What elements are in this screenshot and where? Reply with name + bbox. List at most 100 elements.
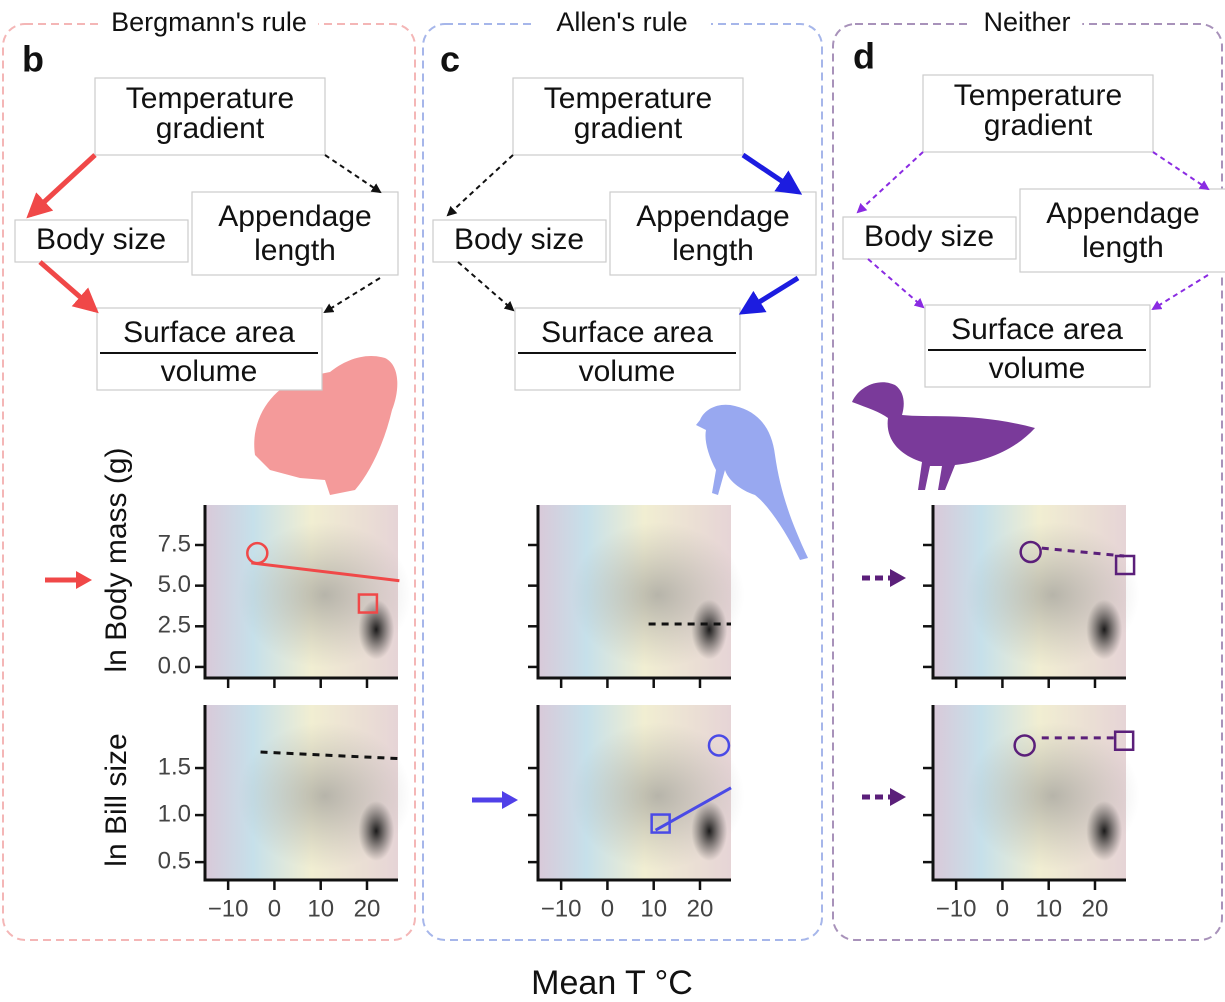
causal-arrow [457, 261, 515, 312]
node-label: Appendage [636, 200, 790, 233]
density-core [358, 599, 395, 660]
node-label: Temperature [954, 79, 1122, 112]
node-box [1019, 188, 1225, 273]
node-label: length [672, 234, 754, 267]
node-label: Temperature [126, 82, 294, 115]
x-tick-label: 10 [640, 895, 667, 922]
node-label: length [254, 234, 336, 267]
density-core [691, 801, 728, 861]
panel-title: Allen's rule [556, 7, 687, 37]
node-label: volume [161, 355, 258, 388]
x-tick-label: −10 [208, 895, 249, 922]
node-box [924, 304, 1151, 388]
y-tick-label: 7.5 [158, 530, 191, 557]
x-tick-label: 0 [996, 895, 1009, 922]
node-label: Body size [36, 223, 166, 256]
node-box [432, 219, 607, 263]
density-core [1086, 599, 1123, 660]
x-tick-label: 20 [354, 895, 381, 922]
point-marker [650, 813, 671, 834]
causal-arrow [738, 275, 800, 315]
title-backdrop [533, 10, 711, 38]
effect-arrows [45, 569, 906, 809]
causal-arrow [26, 153, 97, 219]
causal-arrow [856, 151, 924, 214]
title-backdrop [99, 10, 319, 38]
point-marker [357, 593, 379, 614]
node-label: Body size [454, 223, 584, 256]
x-axis-label: Mean T °C [531, 964, 693, 1002]
y-axis-label: ln Bill size [100, 733, 133, 866]
x-tick-label: 10 [307, 895, 334, 922]
node-box [609, 191, 817, 276]
y-tick-label: 2.5 [158, 612, 191, 639]
x-tick-label: 0 [268, 895, 281, 922]
node-label: Appendage [1046, 197, 1200, 230]
density-core [1086, 801, 1123, 861]
duck-silhouette [852, 382, 1035, 490]
point-marker [246, 541, 269, 565]
causal-arrow [446, 154, 514, 217]
node-label: gradient [156, 112, 265, 145]
node-label: Temperature [544, 82, 712, 115]
bird-silhouette [696, 404, 808, 560]
causal-arrow [323, 277, 381, 314]
x-tick-label: −10 [936, 895, 977, 922]
causal-arrow [1152, 151, 1210, 191]
node-label: Body size [864, 220, 994, 253]
owl-silhouette [254, 355, 398, 495]
point-marker [1019, 540, 1042, 564]
trend-line [1041, 546, 1125, 558]
causal-arrow [867, 258, 925, 309]
panel-letter: c [440, 39, 460, 80]
node-box [14, 219, 189, 263]
node-box [842, 216, 1017, 260]
y-tick-label: 0.5 [158, 847, 191, 874]
point-marker [1113, 730, 1135, 752]
panel-frame [422, 23, 823, 941]
panel-title: Bergmann's rule [111, 7, 307, 37]
panel-letter: d [853, 36, 875, 77]
y-tick-label: 1.0 [158, 800, 191, 827]
trend-line [260, 750, 400, 761]
density-core [358, 801, 395, 861]
title-backdrop [971, 10, 1083, 38]
y-axis-label: ln Body mass (g) [100, 447, 133, 672]
node-label: volume [989, 352, 1086, 385]
x-tick-label: 20 [687, 895, 714, 922]
trend-line [654, 786, 732, 832]
panel-title: Neither [983, 7, 1070, 37]
node-label: Appendage [218, 200, 372, 233]
x-tick-label: 10 [1035, 895, 1062, 922]
panel-letter: b [22, 39, 44, 80]
node-label: Surface area [123, 316, 295, 349]
node-box [191, 191, 399, 276]
x-tick-label: 20 [1082, 895, 1109, 922]
node-label: length [1082, 231, 1164, 264]
node-box [512, 77, 744, 156]
node-box [96, 307, 323, 391]
density-core [691, 599, 728, 660]
node-label: Surface area [541, 316, 713, 349]
causal-arrow [38, 260, 99, 314]
node-box [514, 307, 741, 391]
trend-line [251, 561, 400, 583]
node-box [922, 74, 1154, 153]
point-marker [1114, 554, 1136, 576]
causal-arrow [324, 154, 382, 194]
node-label: gradient [574, 112, 683, 145]
x-tick-label: 0 [601, 895, 614, 922]
point-marker [1013, 734, 1036, 757]
node-label: Surface area [951, 313, 1123, 346]
node-box [94, 77, 326, 156]
point-marker [707, 734, 731, 757]
causal-arrow [741, 152, 803, 195]
node-label: volume [579, 355, 676, 388]
x-tick-label: −10 [541, 895, 582, 922]
y-tick-label: 5.0 [158, 571, 191, 598]
node-label: gradient [984, 109, 1093, 142]
causal-arrow [1151, 274, 1209, 311]
y-tick-label: 0.0 [158, 652, 191, 679]
